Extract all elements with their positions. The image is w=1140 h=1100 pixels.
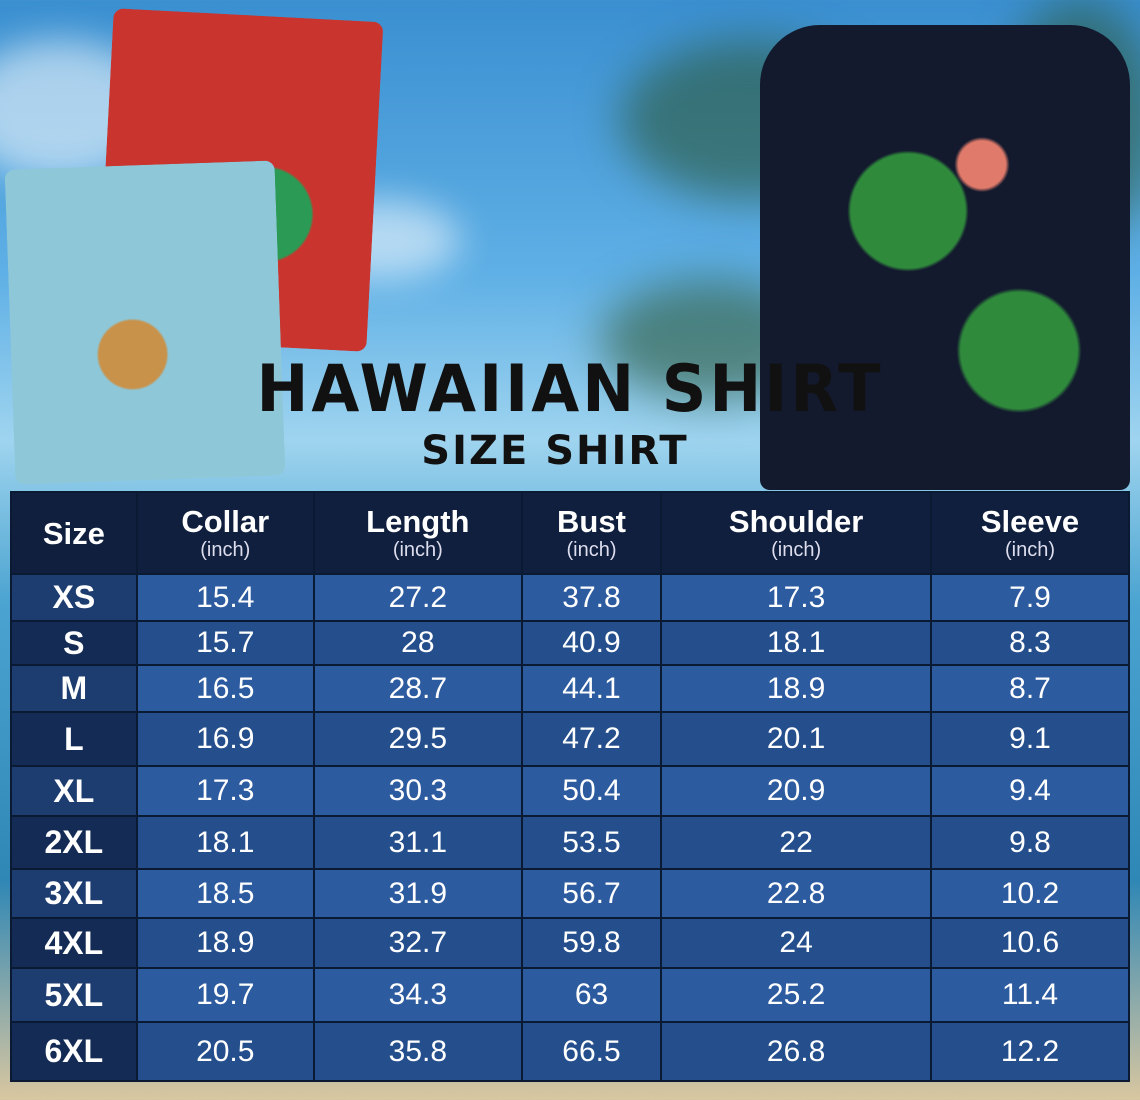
table-row: 2XL 18.1 31.1 53.5 22 9.8 <box>12 817 1128 868</box>
column-header-collar: Collar (inch) <box>137 493 313 573</box>
table-row: 4XL 18.9 32.7 59.8 24 10.6 <box>12 919 1128 967</box>
measurement-cell: 29.5 <box>314 713 521 765</box>
measurement-cell: 63 <box>522 969 661 1021</box>
measurement-cell: 25.2 <box>662 969 931 1021</box>
measurement-cell: 16.5 <box>137 666 313 711</box>
measurement-cell: 18.9 <box>137 919 313 967</box>
measurement-cell: 32.7 <box>314 919 521 967</box>
measurement-cell: 47.2 <box>522 713 661 765</box>
header-unit: (inch) <box>771 539 822 561</box>
measurement-cell: 20.5 <box>137 1023 313 1080</box>
measurement-cell: 10.6 <box>932 919 1128 967</box>
size-cell: 5XL <box>12 969 136 1021</box>
size-cell: 3XL <box>12 870 136 917</box>
measurement-cell: 31.9 <box>314 870 521 917</box>
size-cell: 4XL <box>12 919 136 967</box>
table-row: L 16.9 29.5 47.2 20.1 9.1 <box>12 713 1128 765</box>
table-row: XL 17.3 30.3 50.4 20.9 9.4 <box>12 767 1128 815</box>
measurement-cell: 8.7 <box>932 666 1128 711</box>
size-chart-table: Size Collar (inch) Length (inch) Bust (inch) Sh… <box>10 491 1130 1082</box>
measurement-cell: 35.8 <box>314 1023 521 1080</box>
header-label: Size <box>42 515 105 551</box>
measurement-cell: 18.1 <box>662 622 931 664</box>
size-cell: M <box>12 666 136 711</box>
measurement-cell: 22.8 <box>662 870 931 917</box>
measurement-cell: 18.9 <box>662 666 931 711</box>
measurement-cell: 19.7 <box>137 969 313 1021</box>
model-flamingo-shirt-image <box>760 25 1130 490</box>
column-header-bust: Bust (inch) <box>522 493 661 573</box>
size-cell: S <box>12 622 136 664</box>
measurement-cell: 40.9 <box>522 622 661 664</box>
measurement-cell: 59.8 <box>522 919 661 967</box>
header-label: Collar <box>181 504 270 539</box>
page-subtitle: SIZE SHIRT <box>421 428 689 474</box>
column-header-shoulder: Shoulder (inch) <box>662 493 931 573</box>
measurement-cell: 22 <box>662 817 931 868</box>
measurement-cell: 28.7 <box>314 666 521 711</box>
table-header-row: Size Collar (inch) Length (inch) Bust (inch) Sh… <box>12 493 1128 573</box>
table-row: XS 15.4 27.2 37.8 17.3 7.9 <box>12 575 1128 620</box>
column-header-length: Length (inch) <box>314 493 521 573</box>
size-cell: XS <box>12 575 136 620</box>
measurement-cell: 15.4 <box>137 575 313 620</box>
measurement-cell: 66.5 <box>522 1023 661 1080</box>
measurement-cell: 10.2 <box>932 870 1128 917</box>
measurement-cell: 53.5 <box>522 817 661 868</box>
header-label: Sleeve <box>980 504 1080 539</box>
measurement-cell: 9.8 <box>932 817 1128 868</box>
measurement-cell: 17.3 <box>662 575 931 620</box>
measurement-cell: 28 <box>314 622 521 664</box>
measurement-cell: 12.2 <box>932 1023 1128 1080</box>
measurement-cell: 37.8 <box>522 575 661 620</box>
measurement-cell: 56.7 <box>522 870 661 917</box>
header-label: Bust <box>557 504 626 539</box>
measurement-cell: 18.1 <box>137 817 313 868</box>
measurement-cell: 11.4 <box>932 969 1128 1021</box>
measurement-cell: 20.1 <box>662 713 931 765</box>
header-unit: (inch) <box>1005 539 1056 561</box>
table-row: 3XL 18.5 31.9 56.7 22.8 10.2 <box>12 870 1128 917</box>
measurement-cell: 20.9 <box>662 767 931 815</box>
measurement-cell: 9.4 <box>932 767 1128 815</box>
table-row: 6XL 20.5 35.8 66.5 26.8 12.2 <box>12 1023 1128 1080</box>
header-unit: (inch) <box>566 539 617 561</box>
measurement-cell: 18.5 <box>137 870 313 917</box>
table-row: M 16.5 28.7 44.1 18.9 8.7 <box>12 666 1128 711</box>
measurement-cell: 30.3 <box>314 767 521 815</box>
measurement-cell: 8.3 <box>932 622 1128 664</box>
header-label: Shoulder <box>728 504 864 539</box>
measurement-cell: 50.4 <box>522 767 661 815</box>
measurement-cell: 26.8 <box>662 1023 931 1080</box>
measurement-cell: 17.3 <box>137 767 313 815</box>
measurement-cell: 27.2 <box>314 575 521 620</box>
header-label: Length <box>366 504 470 539</box>
measurement-cell: 15.7 <box>137 622 313 664</box>
column-header-sleeve: Sleeve (inch) <box>932 493 1128 573</box>
header-unit: (inch) <box>200 539 251 561</box>
measurement-cell: 16.9 <box>137 713 313 765</box>
measurement-cell: 9.1 <box>932 713 1128 765</box>
measurement-cell: 44.1 <box>522 666 661 711</box>
header-unit: (inch) <box>392 539 443 561</box>
measurement-cell: 7.9 <box>932 575 1128 620</box>
measurement-cell: 31.1 <box>314 817 521 868</box>
size-cell: 6XL <box>12 1023 136 1080</box>
page-title: HAWAIIAN SHIRT <box>256 350 884 427</box>
size-cell: L <box>12 713 136 765</box>
measurement-cell: 34.3 <box>314 969 521 1021</box>
table-row: S 15.7 28 40.9 18.1 8.3 <box>12 622 1128 664</box>
column-header-size: Size <box>12 493 136 573</box>
size-cell: XL <box>12 767 136 815</box>
size-cell: 2XL <box>12 817 136 868</box>
measurement-cell: 24 <box>662 919 931 967</box>
table-row: 5XL 19.7 34.3 63 25.2 11.4 <box>12 969 1128 1021</box>
